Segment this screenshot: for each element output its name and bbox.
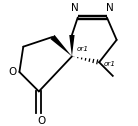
Text: O: O — [8, 67, 17, 77]
Text: N: N — [71, 3, 79, 13]
Polygon shape — [50, 35, 72, 56]
Text: or1: or1 — [77, 46, 89, 52]
Polygon shape — [69, 35, 75, 56]
Text: O: O — [38, 116, 46, 126]
Text: or1: or1 — [104, 61, 116, 67]
Text: N: N — [106, 3, 114, 13]
